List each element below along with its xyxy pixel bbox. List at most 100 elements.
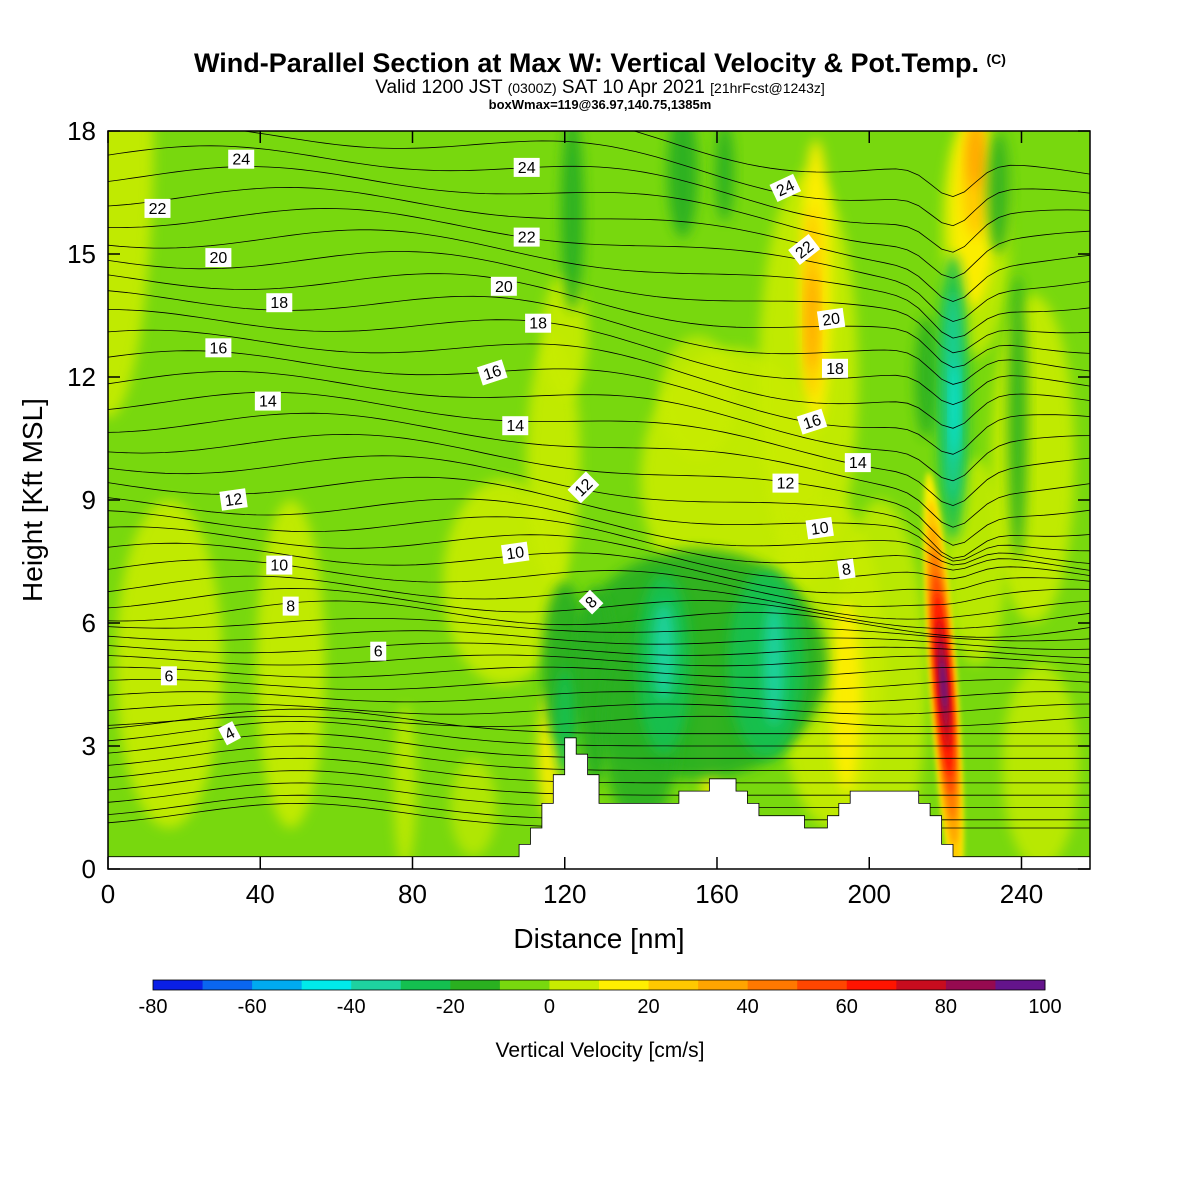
contour-label: 6: [160, 666, 177, 686]
contour-label: 8: [837, 558, 856, 580]
y-tick-label: 18: [67, 116, 96, 146]
colorbar-tick-label: 100: [1028, 996, 1061, 1018]
colorbar-swatch: [698, 980, 749, 990]
contour-label-text: 6: [164, 668, 173, 685]
x-tick-label: 200: [848, 879, 891, 909]
theta-contour: [108, 526, 1090, 580]
theta-contour: [108, 371, 1090, 482]
contour-label-text: 14: [506, 418, 524, 435]
contour-label-text: 18: [270, 295, 288, 312]
contour-label-text: 20: [821, 310, 841, 329]
colorbar-swatch: [400, 980, 451, 990]
colorbar-swatch: [301, 980, 352, 990]
colorbar-tick-label: 60: [836, 996, 858, 1018]
contour-label-box: [490, 276, 517, 296]
forecast-info: [21hrFcst@1243z]: [710, 80, 825, 96]
contour-label-box: [525, 313, 552, 333]
contour-label: 16: [205, 338, 232, 358]
theta-contour: [108, 654, 1090, 667]
contour-label: 18: [821, 358, 848, 378]
theta-contour: [108, 251, 1090, 354]
copyright-mark: (C): [986, 51, 1006, 67]
theta-contour: [108, 433, 1090, 546]
terrain-profile: [108, 737, 1090, 869]
colorbar-tick-label: 40: [737, 996, 759, 1018]
theta-contour: [108, 166, 1090, 279]
contour-label: 14: [844, 453, 871, 473]
x-tick-label: 160: [695, 879, 738, 909]
contour-label: 24: [513, 157, 540, 177]
contour-label-text: 22: [518, 230, 536, 247]
theta-contour: [108, 720, 1090, 747]
contour-label: 20: [205, 248, 232, 268]
contour-label-box: [844, 453, 871, 473]
contour-label-text: 10: [270, 558, 288, 575]
colorbar-swatch: [549, 980, 600, 990]
contour-label-box: [821, 358, 848, 378]
title-block: Wind-Parallel Section at Max W: Vertical…: [0, 44, 1200, 112]
theta-contour: [108, 679, 1090, 690]
contour-label-text: 20: [209, 250, 227, 267]
contour-label: 24: [228, 149, 255, 169]
contour-label-text: 16: [801, 412, 823, 434]
colorbar-tick-label: -80: [139, 996, 168, 1018]
x-tick-label: 80: [398, 879, 427, 909]
theta-contour: [108, 208, 1090, 322]
contour-label: 10: [500, 541, 530, 565]
velocity-region: [831, 602, 862, 792]
theta-contour: [108, 476, 1090, 562]
theta-contour: [108, 691, 1090, 703]
colorbar-title: Vertical Velocity [cm/s]: [496, 1039, 705, 1062]
contour-label: 6: [370, 641, 387, 661]
contour-label-text: 6: [374, 644, 383, 661]
y-axis-title: Height [Kft MSL]: [17, 398, 48, 602]
updraft-core: [923, 471, 964, 869]
colorbar-swatch: [648, 980, 699, 990]
x-axis-title: Distance [nm]: [513, 923, 684, 954]
contour-label-box: [502, 416, 529, 436]
contour-label-box: [370, 641, 387, 661]
colorbar-swatch: [351, 980, 402, 990]
theta-contour: [108, 145, 1090, 253]
colorbar-swatch: [896, 980, 947, 990]
contour-label-text: 18: [826, 361, 844, 378]
colorbar: -80 -60 -40 -20 0 20 40 60 80 100: [139, 979, 1062, 1018]
contour-label-text: 12: [224, 491, 244, 510]
contour-label-text: 16: [481, 363, 503, 385]
valid-time-prefix: Valid 1200 JST: [375, 77, 503, 98]
theta-contour: [108, 733, 1090, 759]
contour-label-text: 16: [209, 340, 227, 357]
contour-label-box: [205, 248, 232, 268]
x-tick-label: 0: [101, 879, 115, 909]
theta-contour: [108, 618, 1090, 642]
contour-label-box: [144, 198, 171, 218]
theta-contour: [108, 229, 1090, 339]
x-tick-label: 120: [543, 879, 586, 909]
theta-contour: [108, 600, 1090, 638]
velocity-region: [560, 131, 584, 312]
theta-contour: [108, 703, 1090, 715]
contour-label-text: 10: [505, 544, 525, 563]
velocity-region: [914, 315, 938, 439]
contour-label-text: 24: [232, 152, 250, 169]
theta-contour: [108, 575, 1090, 620]
valid-time-utc: (0300Z): [507, 80, 557, 96]
contour-label-text: 12: [777, 476, 795, 493]
theta-contour: [108, 273, 1090, 368]
colorbar-tick-label: 0: [544, 996, 555, 1018]
contour-label: 10: [266, 555, 293, 575]
theta-contour: [108, 329, 1090, 429]
y-tick-label: 0: [82, 854, 96, 884]
contour-label: 12: [219, 488, 248, 511]
contour-label-box: [788, 234, 821, 265]
theta-contour: [108, 350, 1090, 455]
velocity-region: [807, 270, 818, 369]
velocity-region: [652, 602, 676, 701]
contour-label-box: [218, 721, 242, 746]
contour-label-box: [476, 359, 508, 386]
chart-title: Wind-Parallel Section at Max W: Vertical…: [0, 44, 1200, 78]
theta-contour: [108, 642, 1090, 659]
theta-contour: [108, 666, 1090, 678]
theta-contour: [108, 510, 1090, 571]
contour-label: 4: [218, 721, 242, 746]
